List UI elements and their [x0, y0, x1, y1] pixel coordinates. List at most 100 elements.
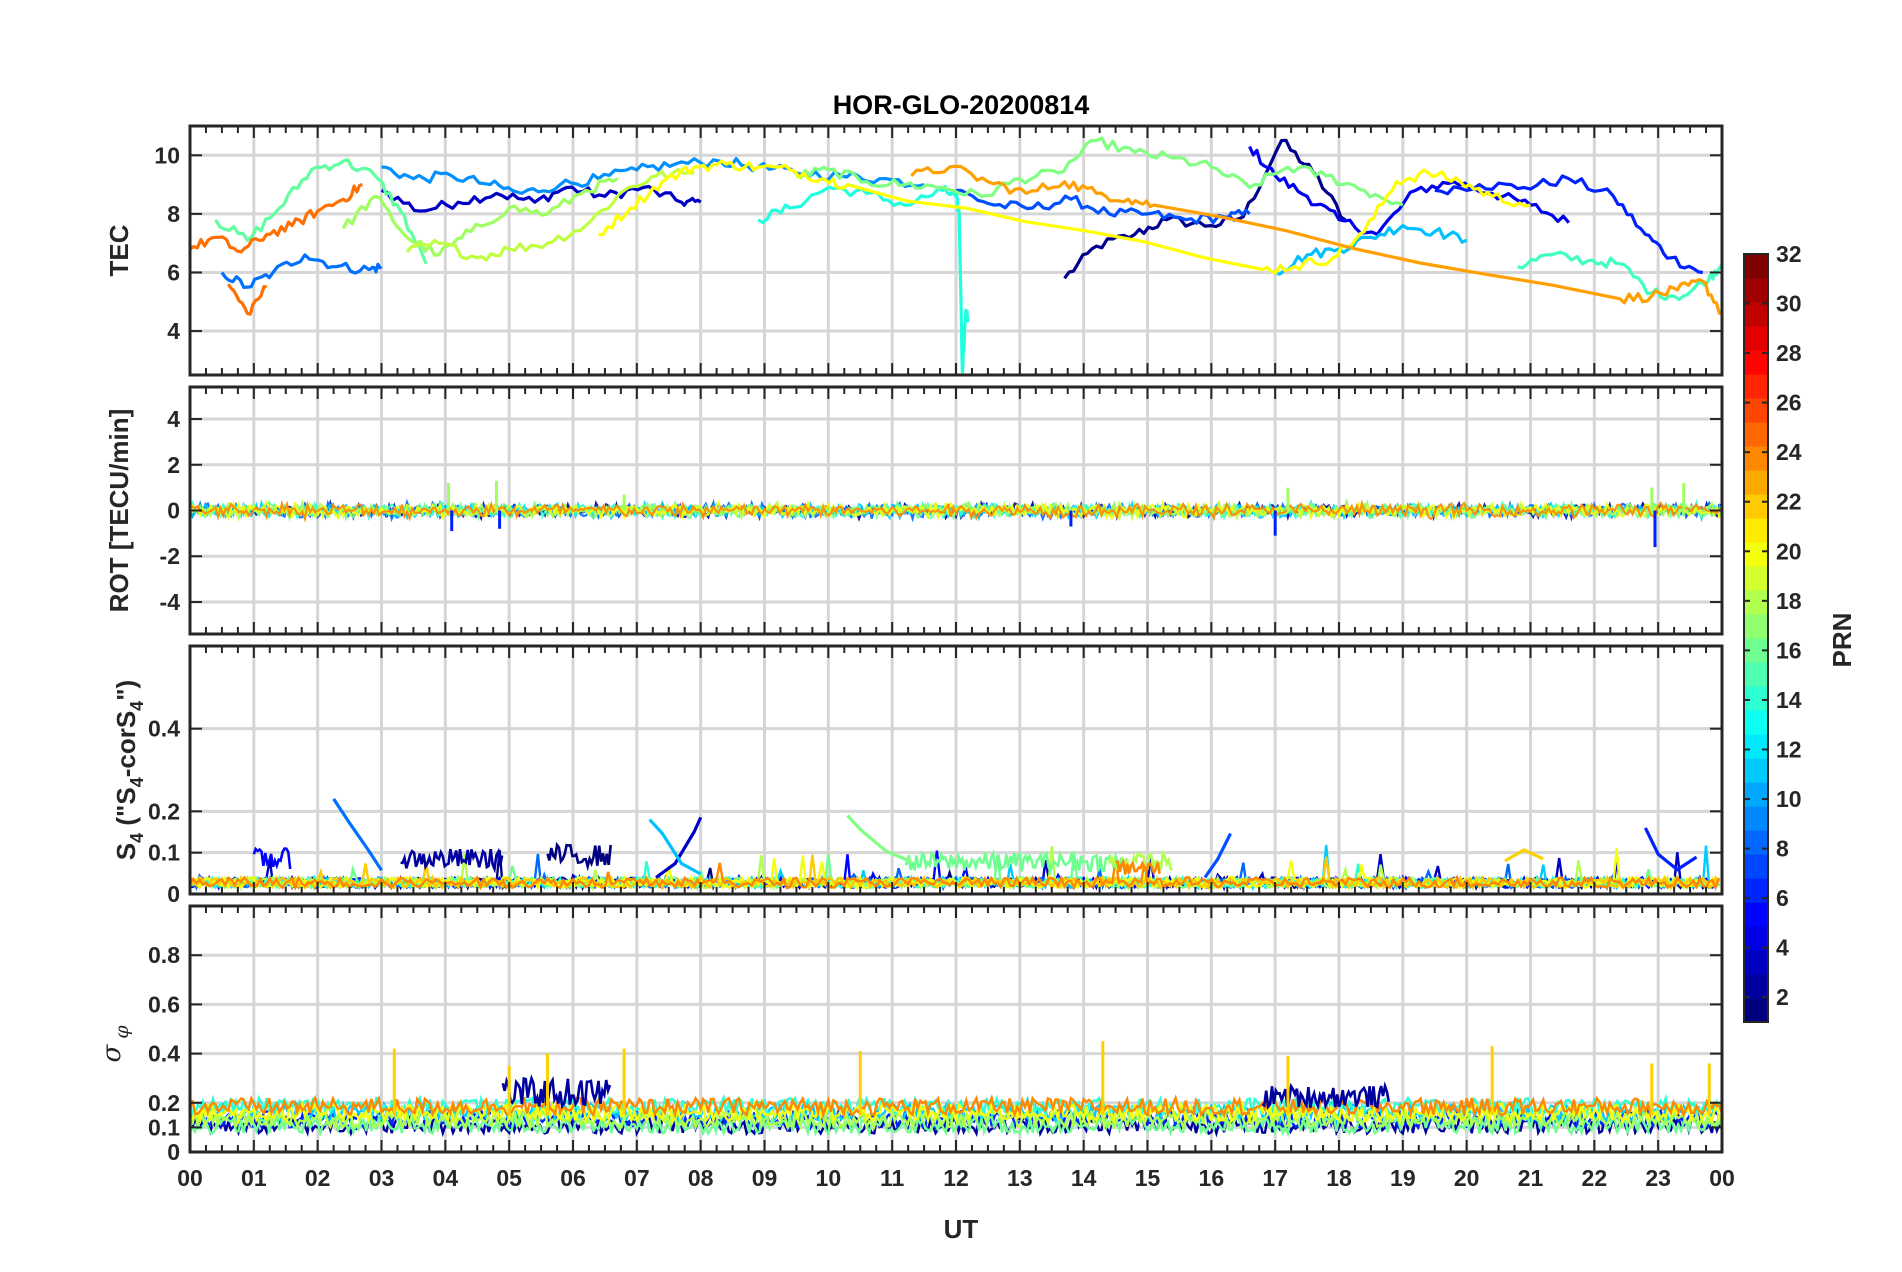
colorbar-tick-label: 26	[1776, 390, 1802, 416]
s4-event-prn-8	[332, 798, 383, 872]
colorbar-swatch	[1744, 854, 1768, 879]
tec-series-prn-22	[910, 164, 1722, 316]
s4-active-segment	[400, 847, 504, 874]
colorbar-swatch	[1744, 686, 1768, 711]
sigma-active-segment	[1261, 1081, 1391, 1111]
colorbar-swatch	[1744, 278, 1768, 303]
tec-series-prn-13	[757, 184, 970, 374]
colorbar-swatch	[1744, 254, 1768, 279]
data-TEC	[190, 136, 1722, 374]
colorbar-swatch	[1744, 902, 1768, 927]
s4-active-segment	[546, 841, 612, 872]
colorbar-swatch	[1744, 422, 1768, 447]
colorbar-tick-label: 20	[1776, 538, 1802, 564]
colorbar-swatch	[1744, 446, 1768, 471]
x-tick-label: 18	[1326, 1165, 1352, 1191]
colorbar-swatch	[1744, 350, 1768, 375]
colorbar-swatch	[1744, 950, 1768, 975]
colorbar-swatch	[1744, 590, 1768, 615]
xticks-ROT	[189, 387, 1723, 634]
chart-title: HOR-GLO-20200814	[833, 90, 1090, 120]
tec-series-prn-24	[190, 183, 363, 316]
y-tick-label: 0.1	[148, 840, 180, 866]
colorbar-tick-label: 24	[1776, 439, 1802, 465]
tec-series-prn-11	[1274, 224, 1468, 276]
tec-series-prn-8	[220, 253, 383, 289]
x-tick-label: 15	[1135, 1165, 1161, 1191]
x-tick-label: 19	[1390, 1165, 1416, 1191]
colorbar-swatch	[1744, 302, 1768, 327]
x-tick-label: 02	[305, 1165, 331, 1191]
xticks-S4	[189, 646, 1723, 894]
colorbar-swatch	[1744, 470, 1768, 495]
x-tick-label: 20	[1454, 1165, 1480, 1191]
colorbar-tick-label: 16	[1776, 637, 1802, 663]
y-axis-label-ROT: ROT [TECU/min]	[104, 409, 134, 613]
x-tick-label: 03	[369, 1165, 395, 1191]
x-tick-label: 05	[496, 1165, 522, 1191]
colorbar-swatch	[1744, 806, 1768, 831]
s4-event-prn-5	[1643, 827, 1698, 872]
x-tick-label: 10	[816, 1165, 842, 1191]
x-tick-label: 01	[241, 1165, 267, 1191]
s4-event-prn-7	[1203, 832, 1232, 879]
x-tick-label: 07	[624, 1165, 650, 1191]
s4-event-prn-2	[655, 816, 703, 879]
xticks-TEC	[189, 126, 1723, 375]
tec-series-prn-20	[598, 159, 1531, 275]
tec-series-prn-3	[1248, 145, 1571, 236]
x-tick-label: 23	[1645, 1165, 1671, 1191]
y-tick-label: 0.8	[148, 942, 180, 968]
colorbar-tick-label: 6	[1776, 885, 1789, 911]
y-tick-label: 4	[167, 406, 180, 432]
colorbar-swatch	[1744, 926, 1768, 951]
data-ROT	[190, 480, 1722, 548]
s4-event-prn-21	[1504, 848, 1544, 863]
y-tick-label: 2	[167, 452, 180, 478]
y-tick-label: 0.6	[148, 991, 180, 1017]
tec-series-prn-16	[795, 136, 1404, 207]
colorbar-swatch	[1744, 326, 1768, 351]
sigma-active-segment	[501, 1074, 612, 1110]
colorbar-tick-label: 30	[1776, 291, 1802, 317]
tec-series-prn-18	[405, 168, 695, 262]
tec-series-prn-17	[341, 177, 619, 257]
s4-active-segment	[904, 848, 1123, 875]
colorbar-tick-label: 10	[1776, 786, 1802, 812]
sigma-trace-prn-20	[190, 1099, 1722, 1126]
x-tick-label: 12	[943, 1165, 969, 1191]
tec-series-prn-7	[955, 188, 1251, 225]
sigma-trace-prn-24	[190, 1093, 1722, 1120]
x-tick-label: 04	[433, 1165, 459, 1191]
colorbar-swatch	[1744, 614, 1768, 639]
y-tick-label: 10	[154, 142, 180, 168]
xticks-sigma_phi	[189, 906, 1723, 1152]
colorbar-swatch	[1744, 494, 1768, 519]
x-tick-label: 11	[880, 1165, 905, 1191]
y-tick-label: 0.2	[148, 798, 180, 824]
y-tick-label: 6	[167, 259, 180, 285]
colorbar-tick-label: 32	[1776, 241, 1802, 267]
y-tick-label: 0.1	[148, 1114, 180, 1140]
tec-series-prn-5	[1434, 174, 1704, 275]
tec-series-prn-1	[1063, 138, 1347, 280]
data-sigma_phi	[190, 1041, 1722, 1138]
s4-event-prn-11	[648, 818, 702, 876]
tec-series-prn-2	[380, 184, 702, 213]
x-tick-label: 09	[752, 1165, 778, 1191]
y-tick-label: -4	[160, 589, 181, 615]
colorbar-swatch	[1744, 782, 1768, 807]
y-axis-label-TEC: TEC	[104, 224, 134, 276]
x-tick-label: 13	[1007, 1165, 1033, 1191]
sigma-trace-prn-14	[190, 1093, 1722, 1120]
colorbar-tick-label: 14	[1776, 687, 1802, 713]
y-axis-label-sigma: σ φ	[97, 1025, 133, 1063]
colorbar-tick-label: 18	[1776, 588, 1802, 614]
sigma-trace-prn-16	[190, 1112, 1722, 1138]
x-tick-label: 00	[1709, 1165, 1735, 1191]
x-axis-label: UT	[944, 1214, 979, 1244]
s4-active-segment	[1115, 858, 1161, 877]
